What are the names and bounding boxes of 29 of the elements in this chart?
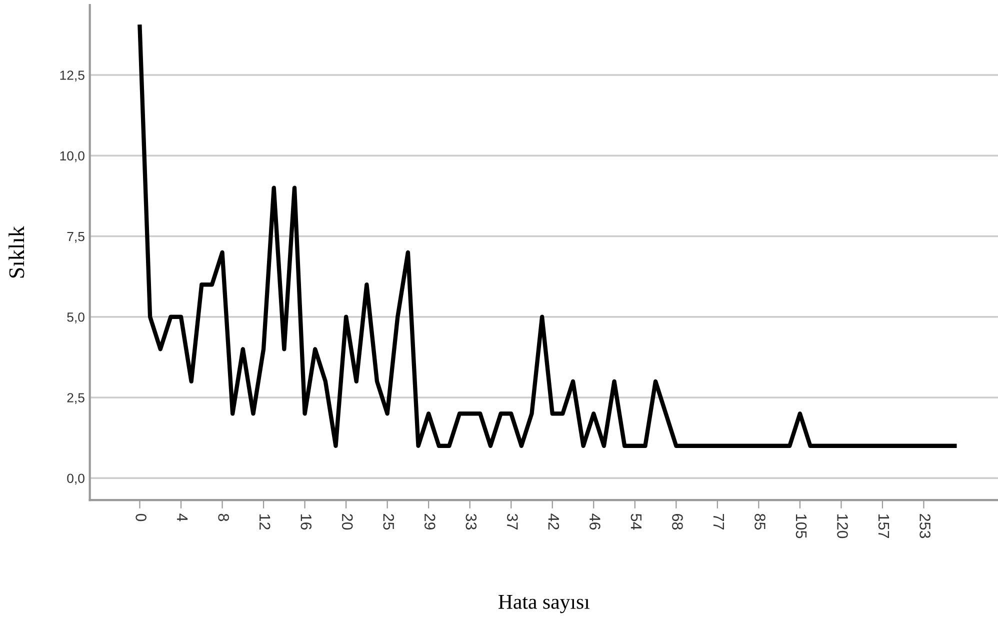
x-tick-label: 16 xyxy=(300,514,312,530)
x-tick-label: 12 xyxy=(260,514,270,530)
x-tick-label: 4 xyxy=(177,514,188,522)
x-tick-label: 0 xyxy=(136,514,146,522)
x-tick-label: 105 xyxy=(796,514,807,538)
x-tick-label: 46 xyxy=(590,514,600,530)
x-tick-label: 37 xyxy=(507,514,518,530)
x-tick-label: 20 xyxy=(342,514,353,530)
y-tick-label: 10,0 xyxy=(60,151,84,162)
x-tick-label: 68 xyxy=(672,514,683,530)
x-axis-title: Hata sayısı xyxy=(498,595,590,614)
y-axis-title: Sıklık xyxy=(8,226,24,278)
x-tick-label: 157 xyxy=(878,514,890,538)
x-tick-label: 42 xyxy=(548,514,560,530)
x-tick-label: 29 xyxy=(424,514,436,530)
y-tick-label: 7,5 xyxy=(67,232,84,243)
x-tick-label: 77 xyxy=(713,514,724,530)
y-tick-label: 2,5 xyxy=(67,393,84,404)
x-tick-label: 25 xyxy=(383,514,394,530)
line-series xyxy=(138,24,957,448)
x-tick-label: 33 xyxy=(466,514,477,530)
x-tick-label: 85 xyxy=(754,514,766,530)
x-tick-label: 54 xyxy=(630,514,642,530)
y-tick-label: 5,0 xyxy=(67,312,84,324)
y-tick-label: 0,0 xyxy=(67,474,84,485)
x-tick-label: 120 xyxy=(837,514,848,538)
y-tick-label: 12,5 xyxy=(60,70,84,82)
x-tick-label: 8 xyxy=(218,514,229,522)
x-tick-label: 253 xyxy=(920,514,930,538)
